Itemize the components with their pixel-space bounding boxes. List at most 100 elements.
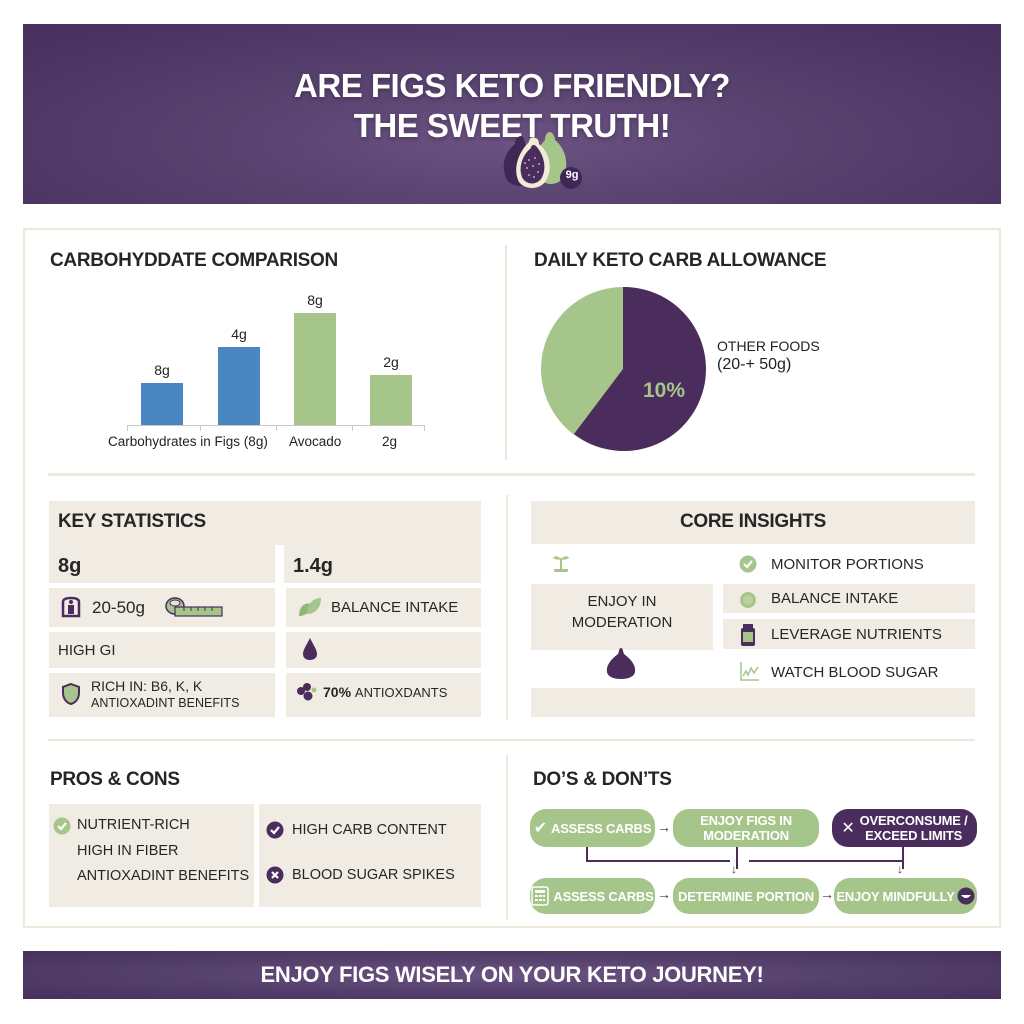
- bar-1: [141, 383, 183, 425]
- insight-cell: [723, 619, 975, 649]
- key-stats-title: KEY STATISTICS: [58, 511, 206, 532]
- axis-tick: [424, 425, 425, 431]
- sprout-icon: [553, 556, 569, 572]
- calculator-icon: [531, 886, 550, 906]
- stat-cell: [49, 632, 275, 668]
- chart-line-icon: [740, 662, 759, 681]
- pro-item: NUTRIENT-RICH: [77, 817, 190, 833]
- divider: [506, 755, 508, 920]
- stat-antioxidants: 70% ANTIOXDANTS: [323, 684, 447, 700]
- connector: [586, 860, 730, 862]
- dos-donts-title: DO’S & DON’TS: [533, 769, 672, 790]
- scale-icon: [61, 596, 81, 618]
- arrow-down-icon: ↓: [731, 862, 737, 876]
- insight-cell: [723, 584, 975, 613]
- bar-2: [218, 347, 260, 425]
- check-circle-icon: [53, 817, 71, 835]
- flow-determine-portion: DETERMINE PORTION: [673, 878, 819, 914]
- x-icon: ✕: [841, 819, 855, 837]
- flow-label: ENJOY MINDFULLY: [836, 888, 955, 904]
- pie-legend-line1: OTHER FOODS: [717, 338, 820, 354]
- check-icon: ✔: [533, 819, 548, 837]
- stat-rich-in: RICH IN: B6, K, K: [91, 678, 203, 694]
- flow-label: EXCEED LIMITS: [865, 828, 963, 843]
- arrow-right-icon: →: [657, 819, 671, 835]
- flow-label: MODERATION: [703, 828, 789, 843]
- x-label-1: Carbohydrates in Figs (8g): [108, 434, 268, 449]
- drop-icon: [303, 638, 317, 660]
- x-label-2: Avocado: [289, 434, 342, 449]
- connector: [749, 860, 903, 862]
- bar-4: [370, 375, 412, 425]
- flow-enjoy-moderation: ENJOY FIGS IN MODERATION: [673, 809, 819, 847]
- stat-fiber: 1.4g: [293, 555, 334, 577]
- axis-tick: [276, 425, 277, 431]
- bar-4-value: 2g: [383, 354, 399, 370]
- connector: [586, 847, 588, 861]
- berries-icon: [297, 683, 317, 701]
- moderation-cell: [531, 584, 713, 650]
- carb-comparison-title: CARBOHYDDATE COMPARISON: [50, 250, 338, 271]
- connector: [736, 847, 738, 869]
- stat-antioxidants-percent: 70%: [323, 684, 352, 700]
- x-circle-icon: [266, 866, 284, 884]
- footer-banner: ENJOY FIGS WISELY ON YOUR KETO JOURNEY!: [23, 951, 1001, 999]
- bar-2-value: 4g: [231, 326, 247, 342]
- pros-cons-title: PROS & CONS: [50, 769, 180, 790]
- stat-cell: [286, 673, 481, 717]
- fig-icon: [606, 648, 636, 679]
- header-title-line1: ARE FIGS KETO FRIENDLY?: [294, 67, 730, 104]
- leaf-icon: [299, 598, 321, 616]
- flow-enjoy-mindfully: ENJOY MINDFULLY: [834, 878, 977, 914]
- flow-label: ASSESS CARBS: [551, 820, 652, 836]
- bar-3: [294, 313, 336, 425]
- core-insights-header-cell: [531, 501, 975, 544]
- smile-icon: [957, 887, 975, 905]
- axis-tick: [352, 425, 353, 431]
- pie-legend-line2: (20-+ 50g): [717, 356, 792, 373]
- flow-assess-carbs-2: ASSESS CARBS: [530, 878, 655, 914]
- pro-item: ANTIOXADINT BENEFITS: [77, 868, 250, 884]
- con-item: BLOOD SUGAR SPIKES: [292, 867, 455, 883]
- arrow-down-icon: ↓: [897, 862, 903, 876]
- bar-3-value: 8g: [307, 292, 323, 308]
- stat-cell: [49, 673, 275, 717]
- stat-cell: [49, 588, 275, 627]
- flow-assess-carbs: ✔ ASSESS CARBS: [530, 809, 655, 847]
- core-insights-title: CORE INSIGHTS: [679, 511, 826, 532]
- stat-antioxidant-benefits: ANTIOXADINT BENEFITS: [91, 696, 240, 710]
- stat-cell: [286, 632, 481, 668]
- insight-balance-intake: BALANCE INTAKE: [771, 590, 899, 607]
- pie-slice-label: 10%: [643, 379, 686, 402]
- fig-icon: 9g: [493, 128, 593, 208]
- shield-icon: [62, 682, 80, 706]
- insight-watch-blood-sugar: WATCH BLOOD SUGAR: [771, 664, 939, 681]
- divider: [506, 495, 508, 720]
- apple-icon: [740, 592, 756, 608]
- stat-carbs: 8g: [58, 555, 82, 577]
- bar-1-value: 8g: [154, 362, 170, 378]
- header-banner: ARE FIGS KETO FRIENDLY? THE SWEET TRUTH!…: [23, 24, 1001, 204]
- stat-high-gi: HIGH GI: [58, 642, 116, 659]
- pro-item: HIGH IN FIBER: [77, 843, 179, 859]
- check-circle-icon: [266, 821, 284, 839]
- stat-antioxidants-label: ANTIOXDANTS: [354, 685, 448, 700]
- arrow-right-icon: →: [820, 886, 834, 902]
- flow-label: OVERCONSUME /: [859, 813, 968, 828]
- flow-label: DETERMINE PORTION: [678, 888, 814, 904]
- x-label-3: 2g: [382, 434, 398, 449]
- moderation-line1: ENJOY IN: [587, 593, 657, 610]
- pie-chart: [540, 286, 706, 452]
- footer-text: ENJOY FIGS WISELY ON YOUR KETO JOURNEY!: [260, 962, 764, 987]
- stat-balance-intake: BALANCE INTAKE: [331, 599, 459, 616]
- divider: [48, 473, 975, 476]
- flow-label: ENJOY FIGS IN: [700, 813, 792, 828]
- pros-cell: [49, 804, 254, 907]
- jar-icon: [741, 624, 755, 646]
- insight-leverage-nutrients: LEVERAGE NUTRIENTS: [771, 626, 942, 643]
- check-circle-icon: [739, 555, 757, 573]
- axis-tick: [127, 425, 128, 431]
- cons-cell: [259, 804, 481, 907]
- fig-badge-label: 9g: [565, 169, 579, 181]
